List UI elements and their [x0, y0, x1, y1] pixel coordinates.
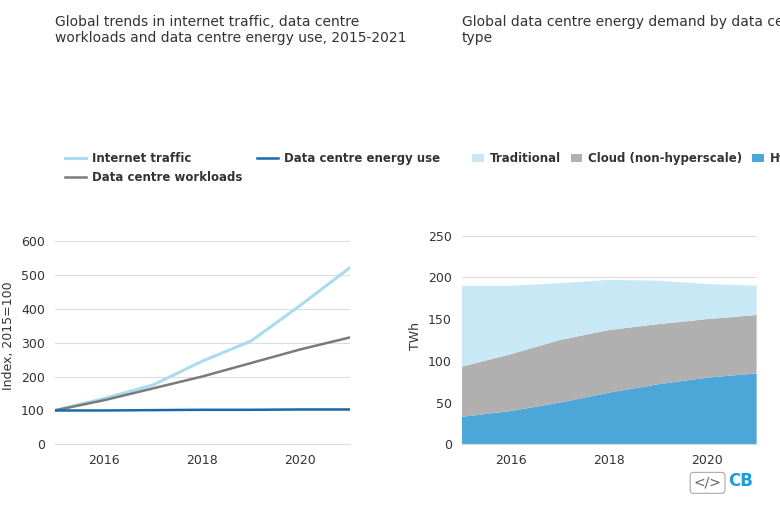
Legend: Internet traffic, Data centre workloads, Data centre energy use: Internet traffic, Data centre workloads,…	[61, 147, 445, 189]
Text: CB: CB	[728, 472, 753, 490]
Y-axis label: Index, 2015=100: Index, 2015=100	[2, 281, 16, 390]
Y-axis label: TWh: TWh	[410, 322, 423, 350]
Text: </>: </>	[693, 476, 722, 490]
Text: Global data centre energy demand by data centre
type: Global data centre energy demand by data…	[462, 15, 780, 45]
Text: Global trends in internet traffic, data centre
workloads and data centre energy : Global trends in internet traffic, data …	[55, 15, 406, 45]
Legend: Traditional, Cloud (non-hyperscale), Hyperscale: Traditional, Cloud (non-hyperscale), Hyp…	[467, 147, 780, 170]
